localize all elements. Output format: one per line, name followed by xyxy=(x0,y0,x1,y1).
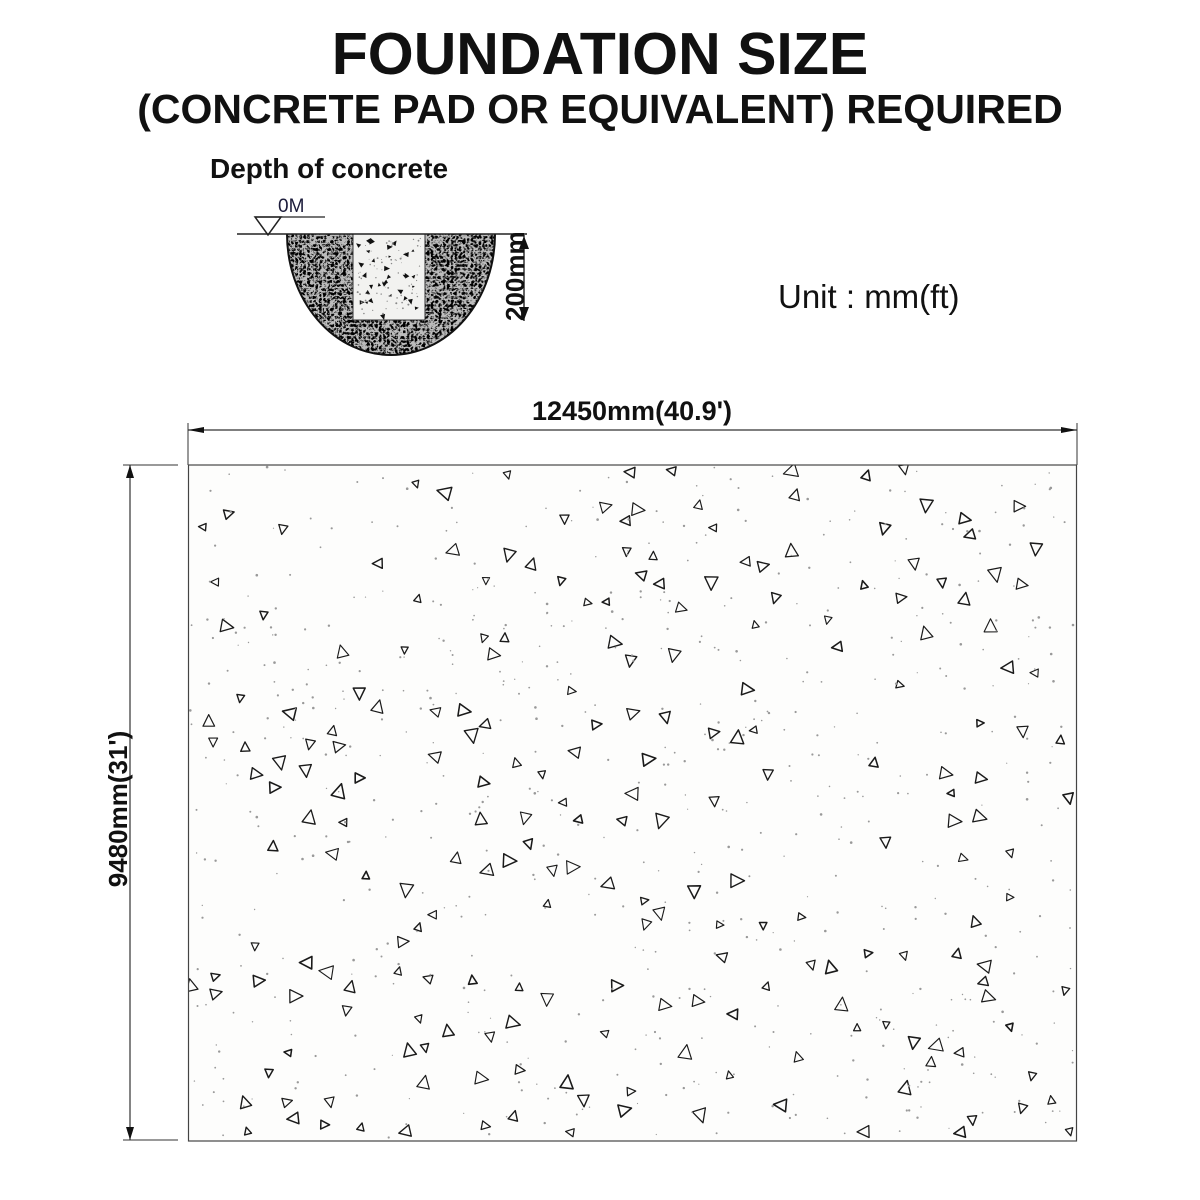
svg-text:12450mm(40.9'): 12450mm(40.9') xyxy=(532,396,732,426)
svg-text:9480mm(31'): 9480mm(31') xyxy=(103,731,133,888)
svg-text:0M: 0M xyxy=(278,196,304,217)
svg-text:200mm: 200mm xyxy=(500,231,530,321)
